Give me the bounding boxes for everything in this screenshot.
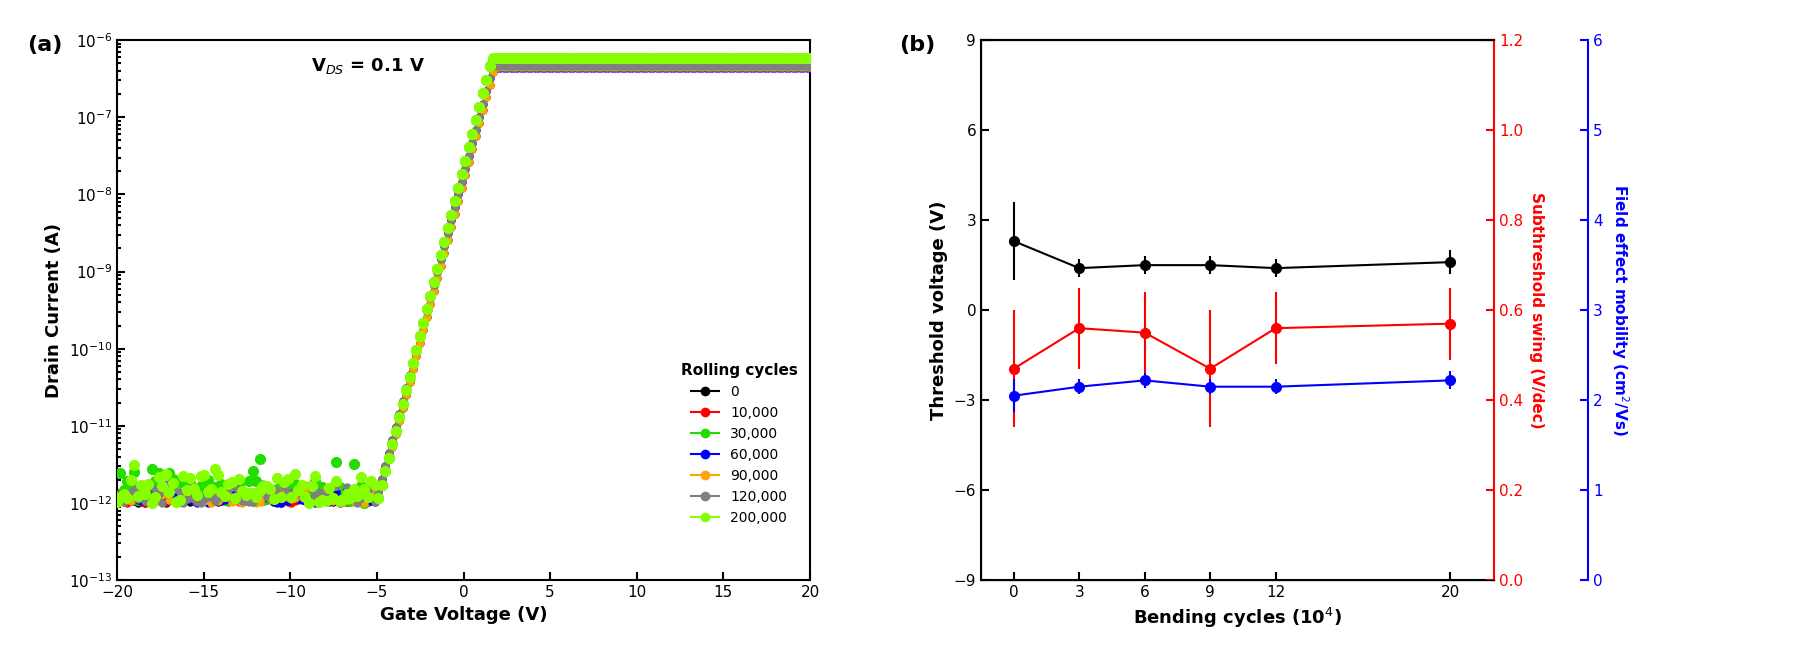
Y-axis label: Subthreshold swing (V/dec): Subthreshold swing (V/dec)	[1528, 192, 1544, 428]
X-axis label: Bending cycles (10$^{4}$): Bending cycles (10$^{4}$)	[1132, 606, 1343, 630]
Y-axis label: Drain Current (A): Drain Current (A)	[45, 223, 63, 398]
Legend: 0, 10,000, 30,000, 60,000, 90,000, 120,000, 200,000: 0, 10,000, 30,000, 60,000, 90,000, 120,0…	[675, 358, 803, 530]
X-axis label: Gate Voltage (V): Gate Voltage (V)	[380, 606, 547, 624]
Text: V$_{DS}$ = 0.1 V: V$_{DS}$ = 0.1 V	[311, 56, 425, 76]
Y-axis label: Threshold voltage (V): Threshold voltage (V)	[931, 201, 949, 420]
Text: (b): (b)	[898, 35, 936, 55]
Y-axis label: Field effect mobility (cm$^{2}$/Vs): Field effect mobility (cm$^{2}$/Vs)	[1609, 184, 1631, 436]
Text: (a): (a)	[27, 35, 63, 55]
